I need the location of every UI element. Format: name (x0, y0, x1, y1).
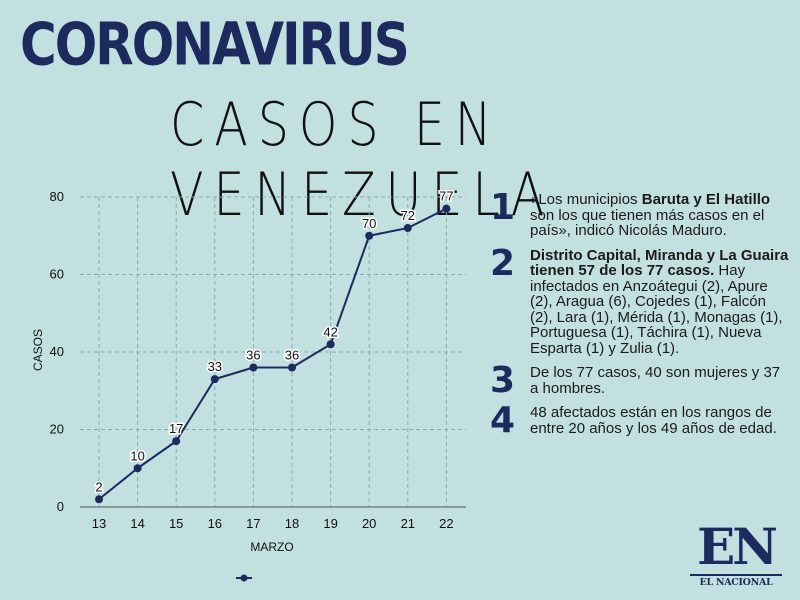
x-tick-label: 16 (208, 516, 222, 531)
y-tick-label: 40 (50, 344, 64, 359)
data-point (365, 231, 374, 240)
data-label: 42 (323, 324, 337, 339)
note-text-bold: Distrito Capital, Miranda y La Guaira ti… (530, 246, 789, 279)
series-line (98, 207, 447, 501)
note-number: 3 (490, 360, 516, 401)
note-text: 48 afectados están en los rangos de entr… (530, 405, 790, 436)
note-text: «Los municipios Baruta y El Hatillo son … (530, 192, 790, 239)
x-tick-label: 18 (285, 516, 299, 531)
legend (236, 574, 252, 582)
x-tick-label: 20 (362, 516, 376, 531)
x-axis-title: MARZO (250, 540, 293, 554)
note-item: 1 «Los municipios Baruta y El Hatillo so… (490, 187, 790, 239)
data-label: 17 (169, 421, 183, 436)
note-number: 1 (490, 187, 516, 228)
line-chart: 0 20 40 60 80 13 14 15 16 17 18 19 20 21 22 2 10 17 33 36 3… (31, 187, 466, 582)
el-nacional-logo: EN EL NACIONAL (690, 522, 782, 588)
note-number: 2 (490, 242, 516, 284)
data-label: 33 (208, 359, 222, 374)
data-point (442, 204, 451, 213)
note-text-part: 48 afectados están en los rangos de entr… (530, 404, 777, 437)
logo-name: EL NACIONAL (690, 574, 782, 588)
x-tick-label: 15 (169, 516, 183, 531)
note-text-bold: Baruta y El Hatillo (641, 191, 771, 208)
data-label: 72 (401, 208, 415, 223)
data-label: 36 (246, 348, 260, 363)
data-point (95, 495, 103, 504)
note-text: De los 77 casos, 40 son mujeres y 37 a h… (530, 365, 790, 396)
note-item: 4 48 afectados están en los rangos de en… (490, 400, 790, 441)
y-tick-label: 20 (50, 422, 64, 437)
x-tick-label: 13 (92, 516, 106, 531)
note-text-part: Hay infectados en Anzoátegui (2), Apure … (530, 262, 783, 357)
y-tick-label: 60 (50, 267, 64, 282)
x-tick-label: 19 (323, 516, 337, 531)
data-point (249, 363, 258, 372)
data-label: 10 (130, 448, 144, 463)
legend-marker (240, 574, 248, 582)
x-tick-label: 14 (130, 516, 144, 531)
page-subtitle: CASOS EN VENEZUELA (170, 90, 555, 230)
y-tick-label: 0 (57, 499, 64, 514)
data-label: 2 (95, 479, 102, 494)
note-number: 4 (490, 400, 516, 441)
data-label: 36 (285, 348, 299, 363)
data-point (326, 340, 335, 349)
x-tick-label: 22 (439, 516, 453, 531)
x-tick-label: 21 (401, 516, 415, 531)
notes-list: 1 «Los municipios Baruta y El Hatillo so… (490, 187, 790, 445)
note-item: 3 De los 77 casos, 40 son mujeres y 37 a… (490, 360, 790, 401)
note-text-part: «Los municipios (530, 191, 642, 208)
data-point (133, 464, 142, 473)
data-label: 77 (439, 189, 453, 204)
data-label: 70 (362, 216, 376, 231)
data-point (172, 437, 181, 446)
note-text: Distrito Capital, Miranda y La Guaira ti… (530, 246, 790, 357)
data-point (288, 363, 296, 372)
logo-initials: EN (697, 517, 778, 576)
note-text-part: De los 77 casos, 40 son mujeres y 37 a h… (530, 364, 781, 397)
data-point (210, 375, 219, 384)
note-item: 2 Distrito Capital, Miranda y La Guaira … (490, 242, 790, 357)
y-tick-label: 80 (50, 189, 64, 204)
data-point (403, 224, 412, 232)
y-axis-title: CASOS (31, 329, 45, 371)
x-tick-label: 17 (246, 516, 260, 531)
page-title: CORONAVIRUS (20, 10, 410, 79)
note-text-part: son los que tienen más casos en el país»… (530, 206, 765, 239)
